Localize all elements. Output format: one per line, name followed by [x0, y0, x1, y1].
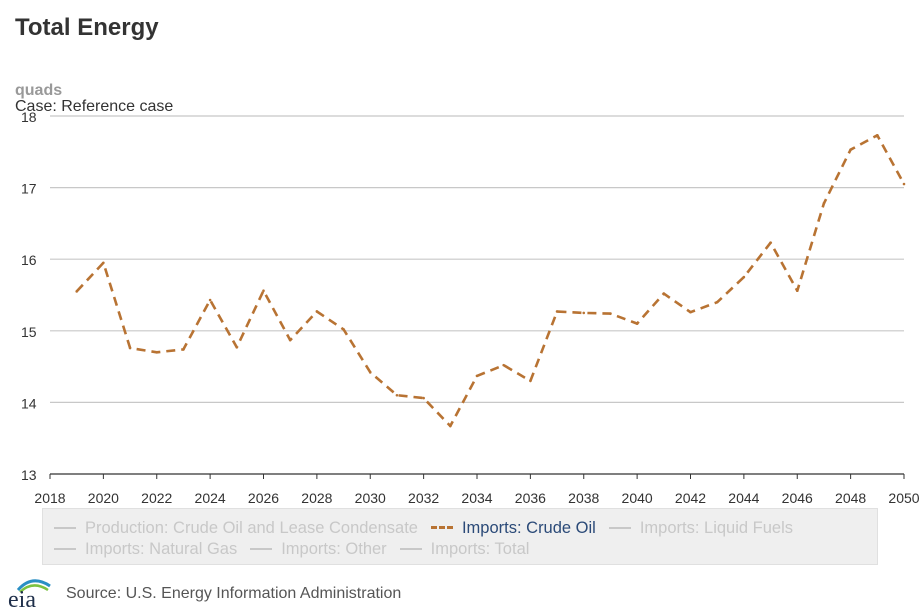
data-point[interactable]	[769, 241, 772, 245]
x-tick-label: 2038	[568, 490, 599, 506]
eia-logo: eia	[8, 579, 51, 610]
legend-label: Production: Crude Oil and Lease Condensa…	[85, 519, 418, 537]
logo-arc-2	[19, 584, 49, 593]
x-tick-label: 2032	[408, 490, 439, 506]
x-tick-label: 2022	[141, 490, 172, 506]
line-chart: 13 14 15 16 17 18 2018 2020 2022 2024 2026 2028 203…	[21, 109, 920, 506]
x-tick-label: 2018	[34, 490, 65, 506]
gridlines	[50, 115, 904, 403]
logo-arc-1	[16, 579, 51, 592]
x-tick-label: 2034	[461, 490, 492, 506]
data-point[interactable]	[609, 312, 612, 315]
data-point[interactable]	[876, 134, 879, 137]
data-point[interactable]	[75, 290, 78, 293]
y-tick-label: 17	[21, 181, 37, 197]
legend: Production: Crude Oil and Lease Condensa…	[42, 508, 878, 565]
legend-label: Imports: Total	[430, 540, 530, 558]
data-point[interactable]	[502, 363, 505, 367]
x-tick-label: 2028	[301, 490, 332, 506]
y-tick-label: 14	[21, 395, 37, 411]
legend-swatch	[399, 547, 422, 550]
data-point[interactable]	[422, 396, 425, 400]
x-axis	[49, 473, 905, 479]
legend-item[interactable]: Imports: Natural Gas	[54, 538, 237, 560]
legend-item[interactable]: Imports: Other	[250, 538, 387, 560]
data-point[interactable]	[262, 289, 265, 293]
legend-label: Imports: Natural Gas	[85, 540, 238, 558]
data-point[interactable]	[368, 371, 372, 374]
data-point[interactable]	[742, 275, 746, 279]
data-point[interactable]	[635, 322, 639, 325]
data-point[interactable]	[529, 379, 532, 383]
legend-swatch	[250, 547, 273, 550]
legend-item[interactable]: Imports: Crude Oil	[430, 517, 596, 539]
data-point[interactable]	[849, 148, 852, 151]
legend-swatch	[54, 526, 76, 529]
legend-item[interactable]: Imports: Total	[399, 538, 530, 560]
y-axis-tick-labels: 13 14 15 16 17 18	[21, 109, 37, 483]
data-point[interactable]	[315, 310, 319, 313]
x-tick-label: 2030	[355, 490, 386, 506]
y-tick-label: 16	[21, 252, 37, 268]
x-axis-tick-labels: 2018 2020 2022 2024 2026 2028 2030 2032 2034 2036…	[34, 490, 919, 506]
x-tick-label: 2046	[782, 490, 813, 506]
x-tick-label: 2042	[675, 490, 706, 506]
unit-label: quads	[15, 82, 63, 99]
data-point[interactable]	[449, 424, 452, 428]
legend-swatch	[54, 547, 76, 550]
data-point[interactable]	[582, 311, 586, 315]
data-point[interactable]	[208, 298, 212, 302]
x-tick-label: 2036	[515, 490, 546, 506]
data-point[interactable]	[182, 348, 185, 351]
y-tick-label: 13	[21, 467, 37, 483]
legend-swatch	[430, 526, 453, 530]
data-point[interactable]	[288, 338, 292, 342]
data-point[interactable]	[155, 350, 159, 354]
x-tick-label: 2050	[888, 490, 919, 506]
x-tick-label: 2020	[88, 490, 119, 506]
case-label: Case: Reference case	[15, 98, 174, 115]
y-tick-label: 15	[21, 324, 37, 340]
source-note: Source: U.S. Energy Information Administ…	[66, 585, 402, 602]
data-point[interactable]	[689, 310, 692, 314]
legend-item[interactable]: Production: Crude Oil and Lease Condensa…	[54, 517, 418, 539]
y-tick-label: 18	[21, 109, 37, 125]
data-point[interactable]	[128, 346, 132, 350]
data-point[interactable]	[662, 292, 666, 295]
data-point[interactable]	[342, 328, 345, 331]
x-tick-label: 2048	[835, 490, 866, 506]
data-point[interactable]	[555, 310, 559, 313]
data-point[interactable]	[902, 182, 906, 186]
chart-title: Total Energy	[15, 14, 159, 41]
legend-item[interactable]: Imports: Liquid Fuels	[608, 517, 793, 539]
legend-label: Imports: Crude Oil	[461, 519, 596, 537]
data-point[interactable]	[475, 374, 479, 378]
data-point[interactable]	[715, 300, 719, 304]
data-point[interactable]	[822, 202, 826, 205]
legend-label: Imports: Liquid Fuels	[639, 519, 793, 537]
logo-text: eia	[8, 587, 36, 610]
legend-row: Production: Crude Oil and Lease Condensa…	[54, 517, 806, 539]
legend-label: Imports: Other	[281, 540, 387, 558]
data-point[interactable]	[235, 345, 239, 349]
series-line	[75, 134, 906, 428]
x-tick-label: 2026	[248, 490, 279, 506]
x-tick-label: 2044	[728, 490, 759, 506]
series-layer	[75, 134, 906, 428]
data-point[interactable]	[395, 393, 399, 397]
x-tick-label: 2040	[622, 490, 653, 506]
x-tick-label: 2024	[195, 490, 226, 506]
data-point[interactable]	[102, 261, 105, 265]
legend-swatch	[608, 526, 631, 529]
legend-row: Imports: Natural Gas Imports: Other Import…	[54, 538, 542, 560]
data-point[interactable]	[795, 289, 799, 293]
